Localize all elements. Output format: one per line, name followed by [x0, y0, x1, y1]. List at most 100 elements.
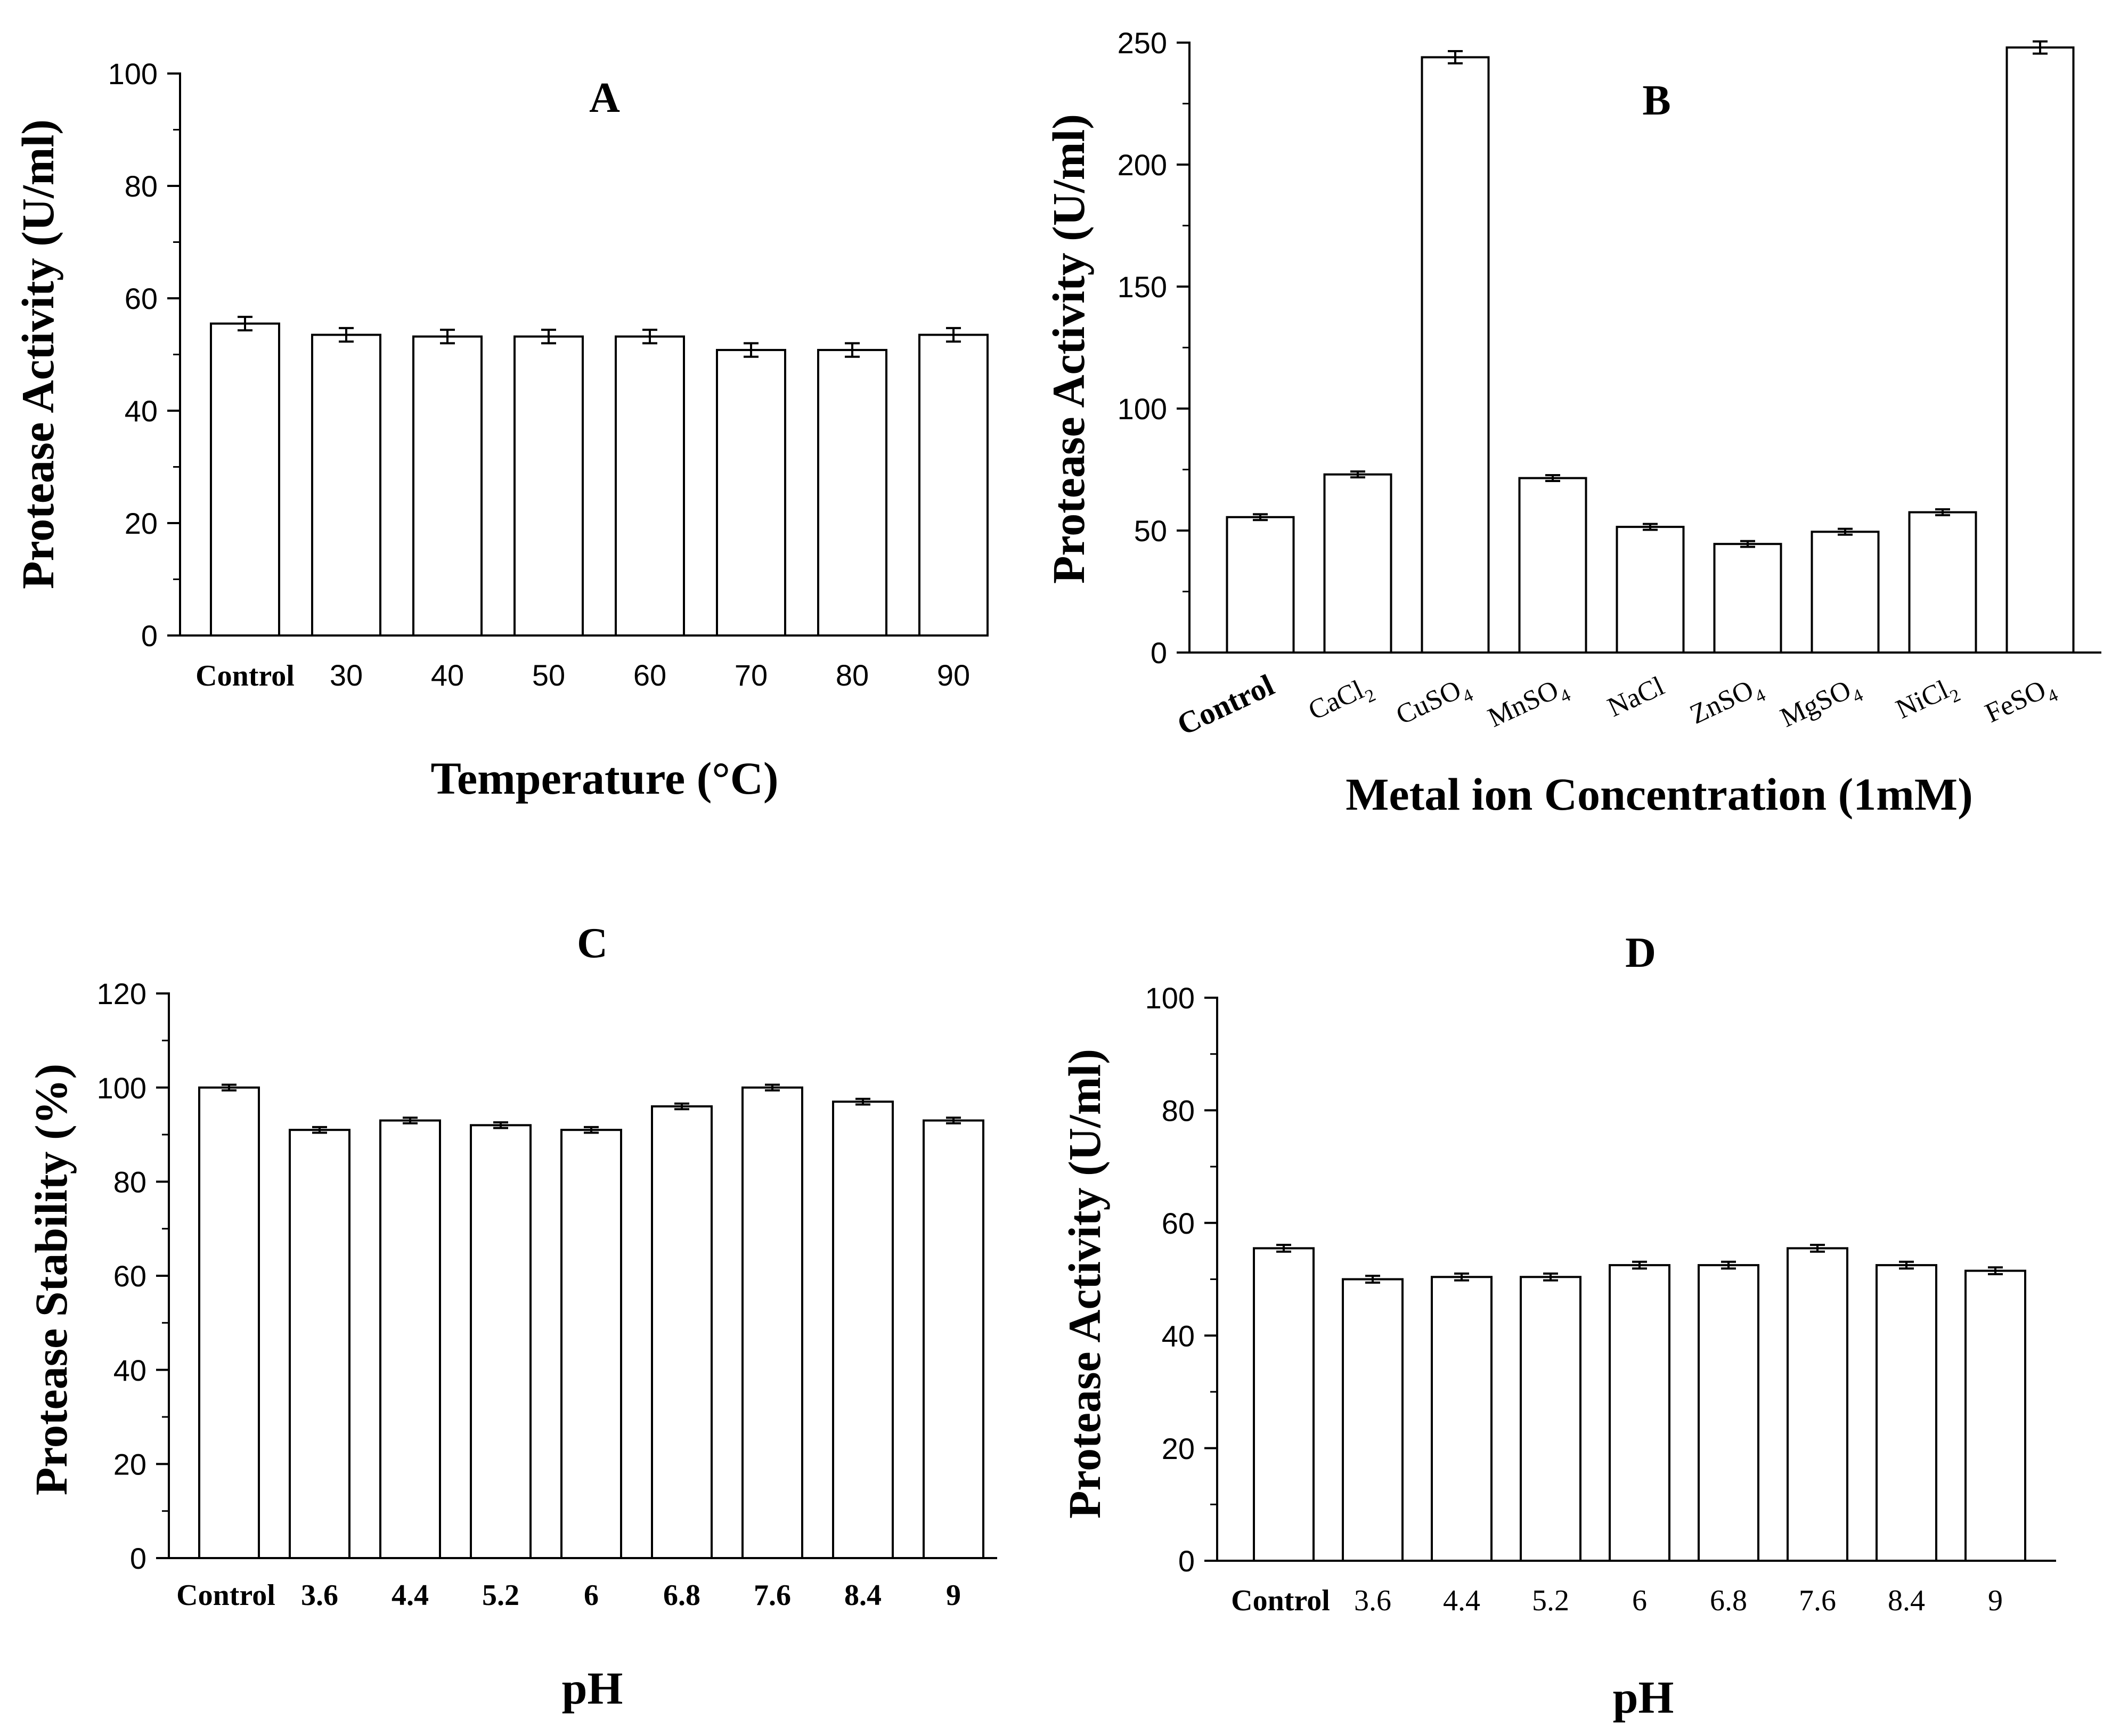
- x-tick-label: 5.2: [482, 1579, 519, 1612]
- x-tick-label: 60: [633, 658, 666, 692]
- panel-d: 0 20 40 60 80 100 Control 3.6 4.4 5.2 6 6.8 7.6 8.4 9 D…: [1059, 930, 2056, 1723]
- bar-b-6: [1811, 531, 1880, 654]
- bar-b-4: [1616, 526, 1685, 654]
- y-tick-label: 60: [1162, 1207, 1195, 1240]
- x-tick-label: Control: [195, 659, 295, 692]
- bar-a-0: [210, 322, 280, 637]
- x-tick-label: Control: [176, 1579, 275, 1612]
- y-tick-label: 0: [141, 619, 158, 653]
- y-tick-label: 120: [97, 977, 146, 1010]
- x-tick-label: NiCl2: [1891, 671, 1963, 730]
- panel-a: 0 20 40 60 80 100 Control 30 40 50 60 70 80 90 A Temper…: [12, 57, 989, 804]
- y-tick-label: 0: [130, 1542, 146, 1575]
- bar-b-0: [1226, 516, 1295, 654]
- y-tick-label: 100: [97, 1071, 146, 1105]
- y-tick-label: 150: [1118, 270, 1167, 304]
- bar-d-7: [1876, 1264, 1937, 1562]
- x-tick-label: 3.6: [301, 1579, 338, 1612]
- y-tick-label: 50: [1134, 514, 1167, 548]
- bar-c-2: [379, 1119, 441, 1559]
- x-tick-label: 50: [532, 658, 565, 692]
- x-tick-label: 80: [836, 658, 869, 692]
- y-axis-label: Protease Stability (%): [26, 1064, 77, 1496]
- x-tick-label: Control: [1231, 1584, 1330, 1617]
- y-tick-label: 20: [113, 1447, 146, 1481]
- bar-a-4: [615, 335, 685, 637]
- bar-d-3: [1520, 1276, 1581, 1562]
- x-tick-label: 3.6: [1354, 1584, 1391, 1617]
- x-axis-label: pH: [1613, 1672, 1674, 1723]
- bar-d-0: [1253, 1247, 1315, 1562]
- x-axis-label: pH: [562, 1662, 623, 1714]
- x-tick-label: 8.4: [844, 1579, 882, 1612]
- bar-d-6: [1787, 1247, 1848, 1562]
- y-tick-label: 40: [113, 1354, 146, 1387]
- x-tick-label: 40: [431, 658, 464, 692]
- x-tick-label: Control: [1172, 667, 1279, 742]
- panel-title: D: [1625, 930, 1656, 976]
- x-tick-label: CuSO4: [1391, 671, 1476, 736]
- x-tick-label: 6: [584, 1579, 599, 1612]
- bar-d-4: [1609, 1264, 1670, 1562]
- y-axis-label: Protease Activity (U/ml): [1043, 114, 1094, 584]
- y-tick-label: 0: [1151, 636, 1167, 670]
- x-tick-label: 6.8: [1710, 1584, 1747, 1617]
- x-tick-label: 4.4: [1443, 1584, 1480, 1617]
- y-tick-label: 20: [1162, 1432, 1195, 1465]
- bar-b-5: [1713, 543, 1782, 654]
- x-tick-label: 6: [1632, 1584, 1647, 1617]
- bar-a-3: [513, 335, 584, 637]
- panel-title: C: [577, 920, 608, 967]
- x-tick-label: 4.4: [392, 1579, 429, 1612]
- y-tick-label: 200: [1118, 148, 1167, 182]
- y-tick-label: 60: [125, 282, 158, 315]
- panel-title: B: [1642, 77, 1670, 124]
- y-tick-label: 100: [1145, 981, 1195, 1015]
- bar-b-1: [1323, 473, 1392, 654]
- bar-b-3: [1518, 477, 1587, 654]
- bar-c-3: [470, 1124, 532, 1559]
- x-tick-label: 5.2: [1532, 1584, 1569, 1617]
- bar-b-2: [1421, 56, 1490, 654]
- bar-c-8: [923, 1119, 984, 1559]
- bar-d-2: [1431, 1276, 1493, 1562]
- x-tick-label: 30: [330, 658, 363, 692]
- panel-c: 0 20 40 60 80 100 120 Control 3.6 4.4 5.2 6 6.8 7.6 8.…: [26, 920, 997, 1714]
- y-tick-label: 80: [113, 1165, 146, 1199]
- y-tick-label: 80: [125, 169, 158, 203]
- x-tick-label: 6.8: [663, 1579, 700, 1612]
- y-tick-label: 100: [108, 57, 158, 91]
- x-tick-label: MnSO4: [1483, 671, 1573, 738]
- x-tick-label: 8.4: [1888, 1584, 1925, 1617]
- x-tick-label: FeSO4: [1980, 671, 2061, 733]
- bar-c-5: [651, 1105, 713, 1559]
- x-tick-label: CaCl2: [1304, 671, 1379, 731]
- bar-a-2: [412, 335, 483, 637]
- bar-c-7: [832, 1101, 894, 1560]
- x-axis-label: Metal ion Concentration (1mM): [1346, 769, 1972, 820]
- x-tick-label: 7.6: [754, 1579, 791, 1612]
- bar-a-1: [311, 333, 381, 637]
- y-tick-label: 20: [125, 507, 158, 540]
- y-axis-label: Protease Activity (U/ml): [1059, 1049, 1110, 1519]
- panel-b: 0 50 100 150 200 250 Control CaCl2 CuSO4 MnSO4 NaC…: [1043, 26, 2101, 820]
- x-axis-label: Temperature (°C): [431, 753, 779, 804]
- x-tick-label: 9: [946, 1579, 961, 1612]
- x-tick-label: MgSO4: [1776, 671, 1866, 738]
- bar-a-5: [716, 349, 786, 637]
- y-tick-label: 40: [125, 394, 158, 428]
- bar-d-5: [1698, 1264, 1759, 1562]
- bar-c-1: [289, 1129, 350, 1560]
- bar-b-8: [2005, 46, 2075, 654]
- bar-d-8: [1964, 1269, 2026, 1562]
- y-tick-label: 0: [1178, 1544, 1195, 1578]
- bar-c-4: [560, 1129, 622, 1560]
- bar-a-7: [918, 333, 989, 637]
- x-tick-label: 7.6: [1799, 1584, 1836, 1617]
- y-tick-label: 250: [1118, 26, 1167, 60]
- y-tick-label: 80: [1162, 1094, 1195, 1128]
- x-tick-label: 90: [937, 658, 970, 692]
- y-tick-label: 100: [1118, 392, 1167, 426]
- x-tick-label: 9: [1988, 1584, 2003, 1617]
